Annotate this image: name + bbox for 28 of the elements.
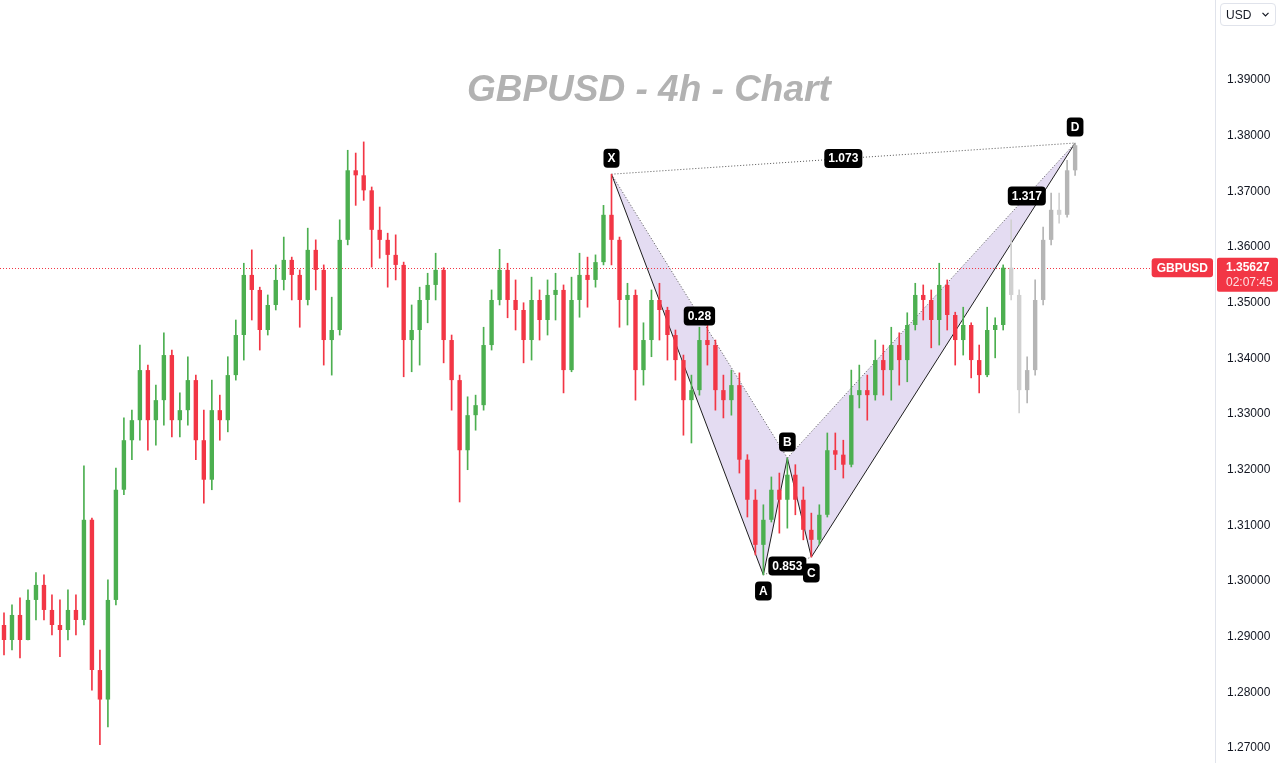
y-tick-label: 1.29000 bbox=[1227, 628, 1271, 643]
y-tick-label: 1.30000 bbox=[1227, 573, 1271, 588]
data-label: C bbox=[807, 565, 816, 580]
text: 1.35627 bbox=[1226, 260, 1270, 275]
data-label: A bbox=[759, 583, 769, 598]
y-tick-label: 1.39000 bbox=[1227, 72, 1271, 87]
y-tick-label: 1.38000 bbox=[1227, 128, 1271, 143]
y-tick-label: 1.27000 bbox=[1227, 740, 1271, 755]
annotation: 1.317 bbox=[1011, 188, 1043, 203]
annotation: 0.853 bbox=[772, 558, 803, 573]
y-tick-label: 1.36000 bbox=[1227, 239, 1271, 254]
y-tick-label: 1.28000 bbox=[1227, 684, 1271, 699]
data-label: B bbox=[783, 434, 793, 449]
data-label: X bbox=[607, 151, 616, 166]
data-label: D bbox=[1070, 119, 1080, 134]
text: GBPUSD - 4h - Chart bbox=[466, 68, 833, 109]
y-tick-label: 1.32000 bbox=[1227, 462, 1271, 477]
y-tick-label: 1.37000 bbox=[1227, 183, 1271, 198]
text: 02:07:45 bbox=[1226, 275, 1274, 290]
y-tick-label: 1.35000 bbox=[1227, 295, 1271, 310]
annotation: 0.28 bbox=[687, 308, 712, 323]
y-tick-label: 1.31000 bbox=[1227, 517, 1271, 532]
ref-line-label: GBPUSD bbox=[1156, 260, 1209, 275]
annotation: 1.073 bbox=[828, 151, 859, 166]
y-axis-title: USD bbox=[1226, 7, 1252, 22]
dropdown: USD bbox=[1220, 3, 1276, 26]
y-tick-label: 1.33000 bbox=[1227, 406, 1271, 421]
y-tick-label: 1.34000 bbox=[1227, 350, 1271, 365]
